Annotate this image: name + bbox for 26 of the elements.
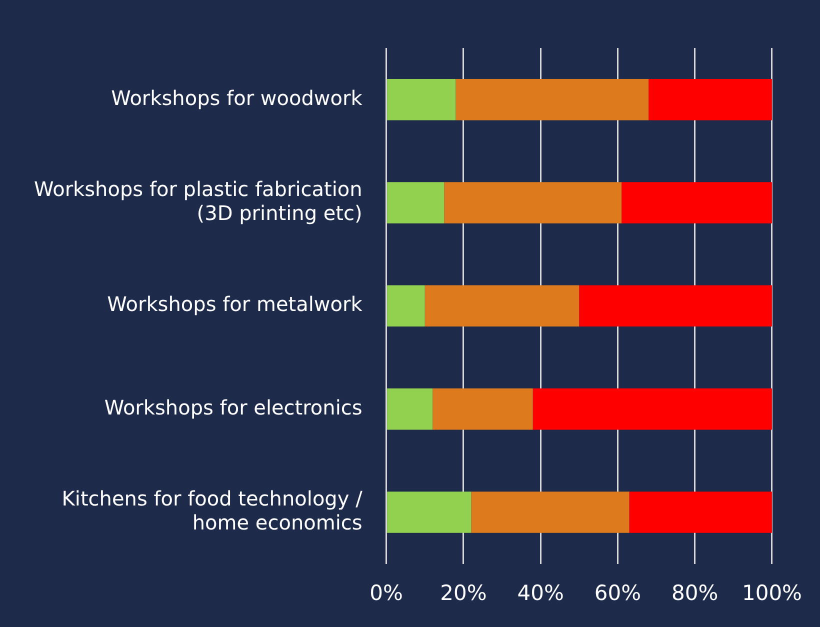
bar: [629, 492, 772, 533]
y-tick-label: Workshops for electronics: [104, 395, 362, 420]
bar: [387, 182, 444, 224]
x-tick-label: 0%: [370, 580, 403, 605]
bar: [471, 492, 630, 533]
bar: [444, 182, 622, 224]
x-tick-label: 80%: [672, 580, 718, 605]
bar: [424, 285, 580, 327]
y-tick-label: Kitchens for food technology / home economics: [62, 486, 363, 534]
bar: [456, 78, 649, 120]
bar: [532, 388, 772, 430]
bar: [387, 285, 425, 327]
x-tick-label: 100%: [742, 580, 802, 605]
y-tick-label: Workshops for metalwork: [107, 292, 363, 316]
bar: [432, 388, 533, 430]
y-tick-label: Workshops for woodwork: [111, 86, 363, 110]
y-tick-label: Workshops for plastic fabrication (3D printing etc): [34, 176, 362, 225]
bar: [387, 78, 456, 120]
x-tick-label: 20%: [440, 580, 487, 605]
x-tick-label: 60%: [594, 580, 642, 605]
bar: [622, 182, 772, 224]
bar: [387, 388, 433, 430]
x-tick-label: 40%: [517, 580, 564, 605]
bar: [579, 285, 772, 327]
bar: [648, 78, 772, 120]
bar: [387, 492, 472, 533]
